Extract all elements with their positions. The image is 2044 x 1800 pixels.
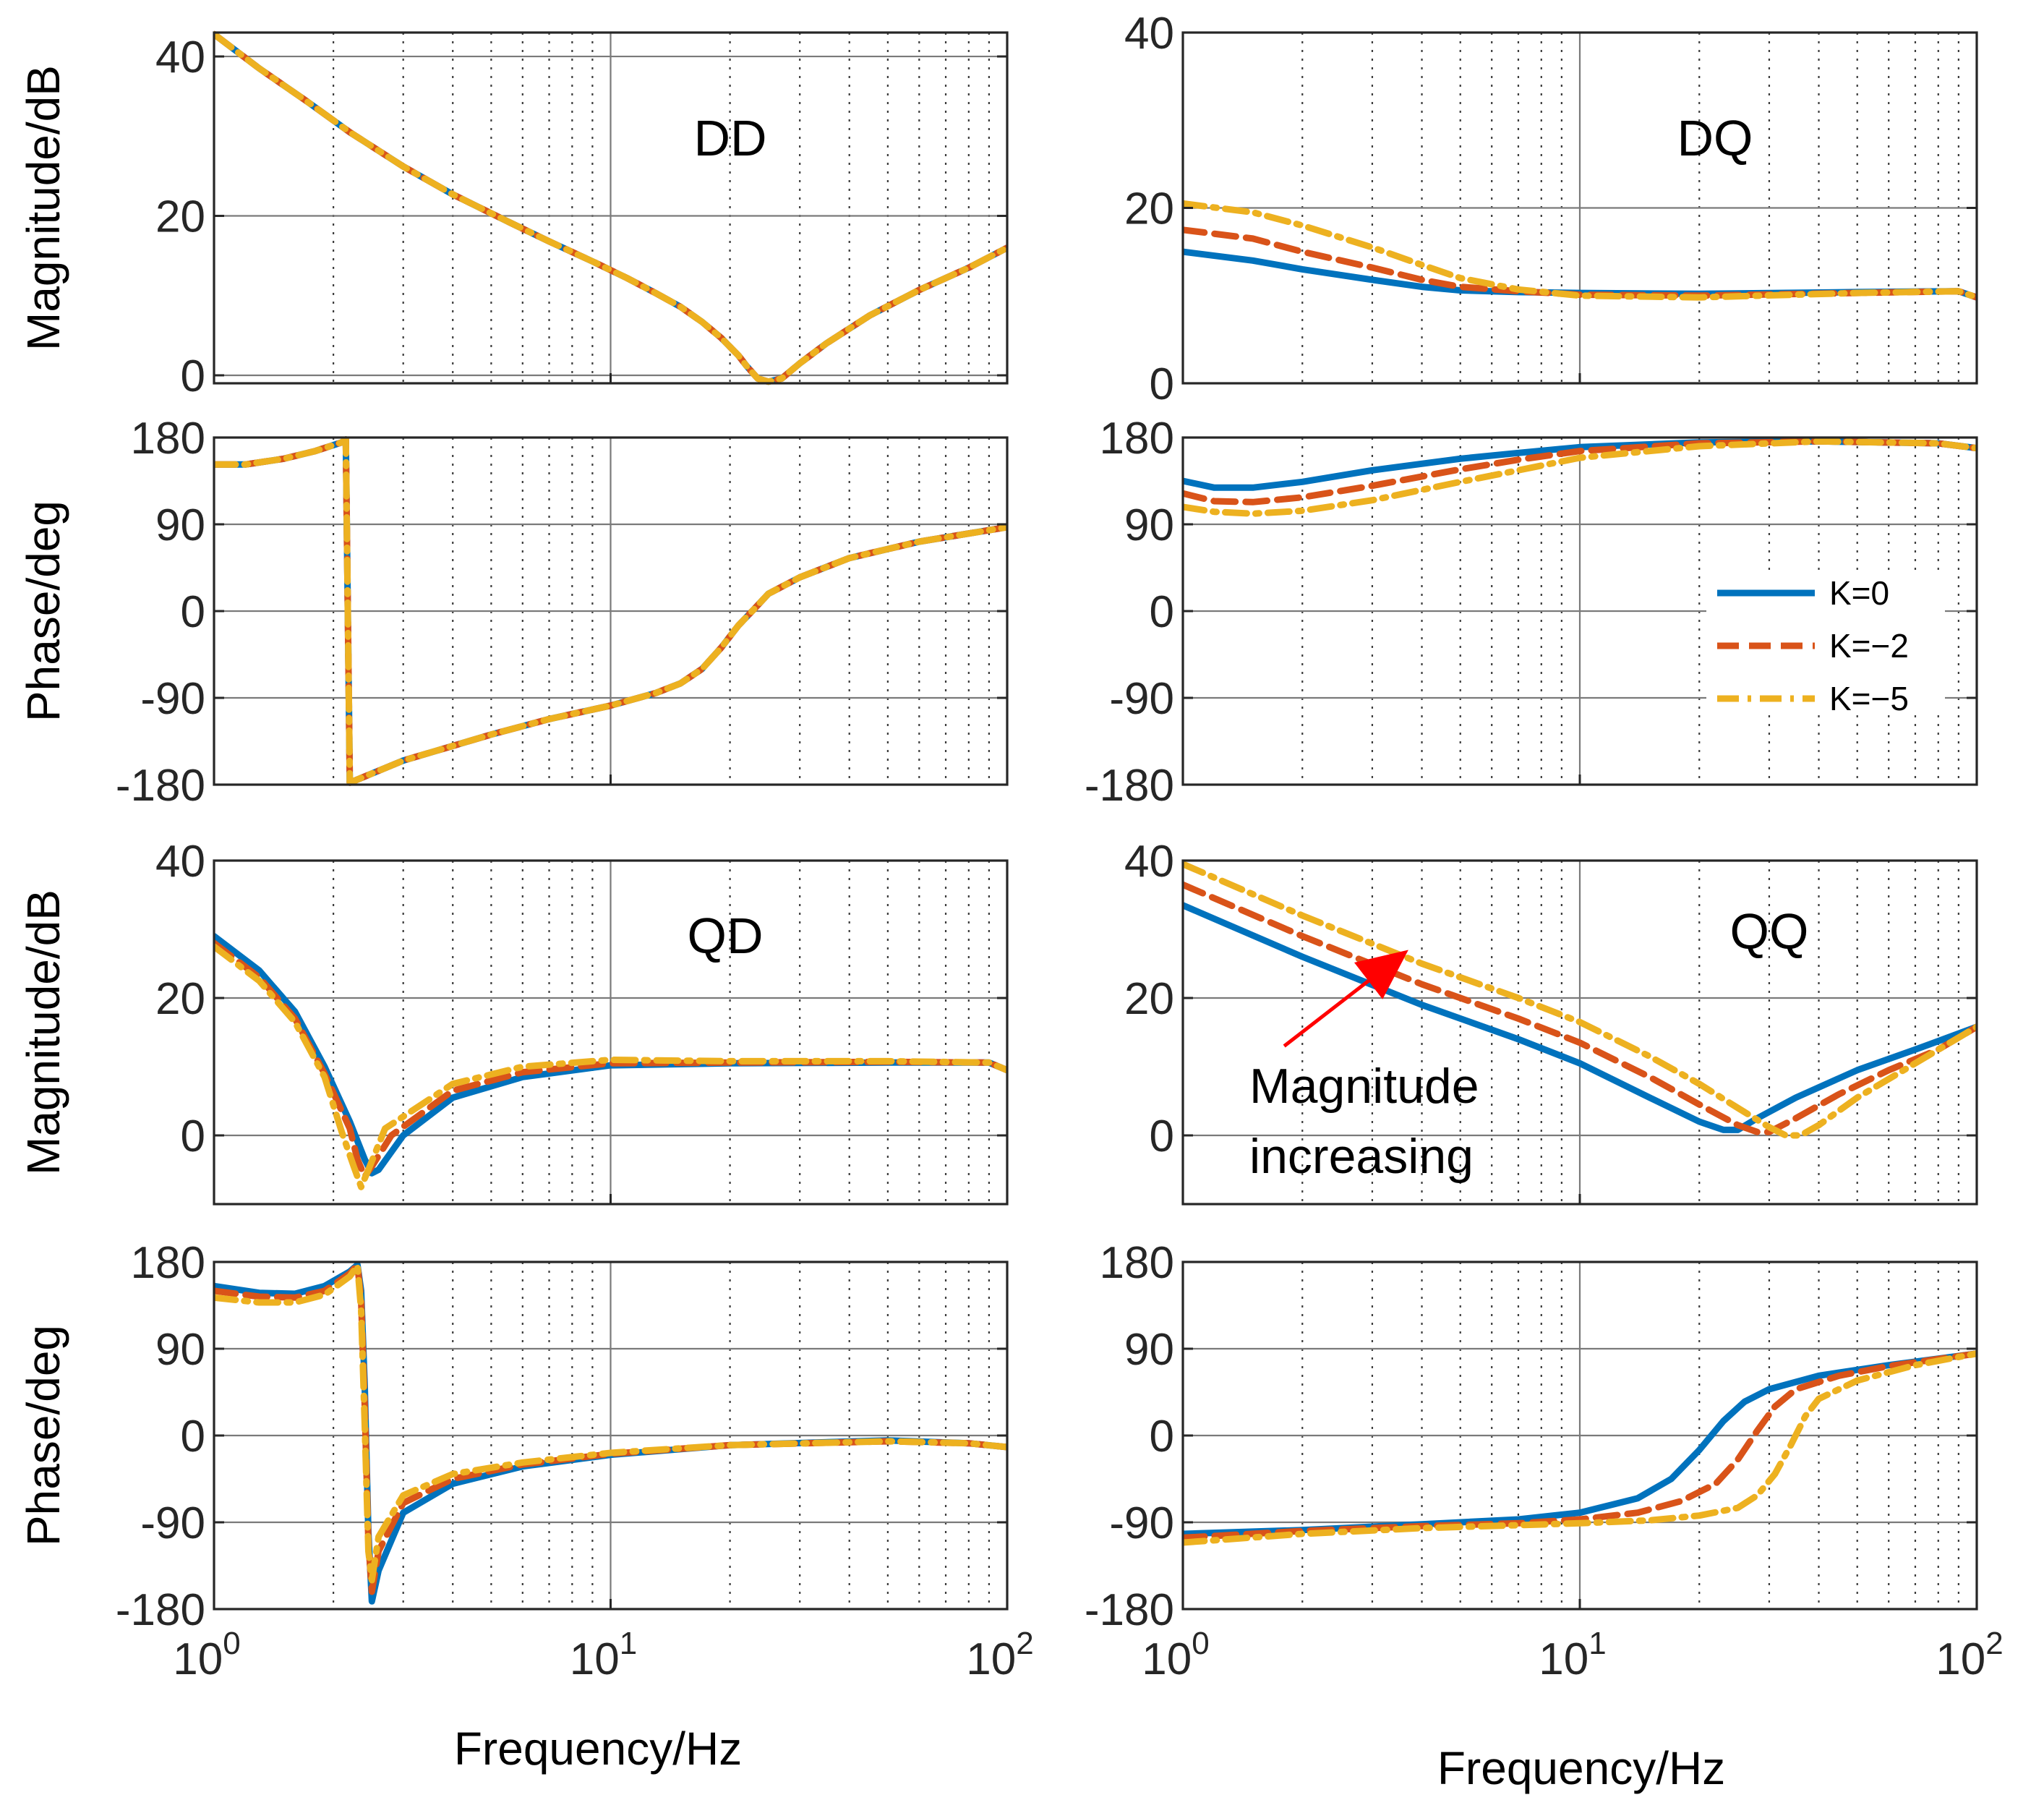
y-tick-label: 0 [1150, 587, 1174, 637]
y-axis-label: Magnitude/dB [17, 890, 69, 1175]
y-tick-label: 0 [181, 351, 205, 401]
panel-DD-magnitude: 0 20 40 Magnitude/dB DD [17, 30, 1009, 401]
y-tick-label: 40 [155, 837, 205, 887]
y-tick-label: 20 [155, 974, 205, 1024]
annotation-arrow-shaft [1283, 979, 1370, 1048]
series-line-Km5 [1183, 200, 1977, 301]
y-axis-label: Magnitude/dB [17, 65, 69, 351]
y-tick-label: -90 [140, 1498, 205, 1548]
y-tick-label: -180 [1085, 761, 1174, 811]
y-tick-label: 180 [1100, 1238, 1174, 1288]
magnitude-annotation: Magnitude increasing [1249, 950, 1479, 1184]
panel-DD-phase: -180 -90 0 90 180 Phase/deg [17, 414, 1009, 811]
y-tick-label: 90 [1124, 500, 1174, 550]
panel-DQ-magnitude: 0 20 40 DQ [1124, 9, 1978, 409]
panel-DQ-phase: -180 -90 0 90 180 [1085, 414, 1978, 811]
x-axis-label-left: Frequency/Hz [454, 1723, 742, 1775]
y-tick-label: -90 [140, 674, 205, 724]
panel-title: DD [693, 110, 766, 166]
y-tick-label: 40 [155, 33, 205, 82]
y-tick-label: 0 [181, 1412, 205, 1462]
panel-title: QQ [1730, 903, 1809, 960]
y-tick-label: 0 [1150, 1112, 1174, 1161]
y-tick-label: 180 [1100, 414, 1174, 464]
y-tick-label: -90 [1109, 674, 1174, 724]
series-line-Km5 [1183, 861, 1977, 1139]
panel-QD-phase: -180 -90 0 90 180 Phase/deg 100 101 102 [17, 1238, 1034, 1684]
y-tick-label: 40 [1124, 9, 1174, 59]
panel-QD-magnitude: 0 20 40 Magnitude/dB QD [17, 837, 1009, 1206]
y-tick-label: 180 [131, 414, 205, 464]
annotation-arrow-head [1354, 950, 1408, 999]
legend: K=0 K=−2 K=−5 [1706, 570, 1945, 717]
y-tick-label: 40 [1124, 837, 1174, 887]
annotation-text-line1: Magnitude [1249, 1059, 1479, 1114]
y-tick-label: 90 [155, 500, 205, 550]
panel-title: QD [688, 908, 764, 964]
y-tick-label: 0 [1150, 1412, 1174, 1462]
panels-layer: 0 20 40 Magnitude/dB DD 0 20 40 DQ -180 -90 0 90 180 P… [17, 9, 2004, 1684]
annotation-text-line2: increasing [1249, 1129, 1474, 1184]
series-line-Km5 [214, 436, 1007, 786]
y-tick-label: -90 [1109, 1498, 1174, 1548]
x-tick-label: 102 [966, 1626, 1033, 1684]
y-tick-label: 90 [155, 1325, 205, 1375]
y-tick-label: -180 [1085, 1585, 1174, 1635]
y-tick-label: -180 [116, 761, 205, 811]
y-tick-label: 0 [181, 587, 205, 637]
series-line-Km2 [1183, 881, 1977, 1135]
y-tick-label: 180 [131, 1238, 205, 1288]
x-tick-label: 101 [570, 1626, 637, 1684]
y-tick-label: 90 [1124, 1325, 1174, 1375]
series-line-Km5 [1183, 438, 1977, 517]
x-tick-label: 100 [173, 1626, 240, 1684]
y-tick-label: 20 [1124, 974, 1174, 1024]
series-line-K0 [1183, 902, 1977, 1133]
x-tick-label: 101 [1539, 1626, 1606, 1684]
y-tick-label: 20 [155, 192, 205, 242]
y-tick-label: 0 [181, 1112, 205, 1161]
x-tick-label: 102 [1936, 1626, 2003, 1684]
series-line-Km5 [1183, 1350, 1977, 1546]
y-tick-label: 20 [1124, 184, 1174, 234]
legend-label-k-2: K=−2 [1829, 627, 1909, 665]
x-axis-label-right: Frequency/Hz [1437, 1742, 1725, 1794]
series-line-Km5 [214, 30, 1007, 385]
series-line-Km5 [214, 1262, 1007, 1584]
panel-QQ-phase: -180 -90 0 90 180 100 101 102 [1085, 1238, 2004, 1684]
y-tick-label: 0 [1150, 359, 1174, 409]
y-axis-label: Phase/deg [17, 1325, 69, 1546]
legend-label-k0: K=0 [1829, 574, 1889, 612]
series-line-Km5 [214, 943, 1007, 1190]
legend-label-k-5: K=−5 [1829, 680, 1909, 717]
y-axis-label: Phase/deg [17, 500, 69, 722]
panel-title: DQ [1677, 110, 1753, 166]
x-tick-label: 100 [1142, 1626, 1209, 1684]
y-tick-label: -180 [116, 1585, 205, 1635]
panel-QQ-magnitude: 0 20 40 QQ [1124, 837, 1978, 1206]
